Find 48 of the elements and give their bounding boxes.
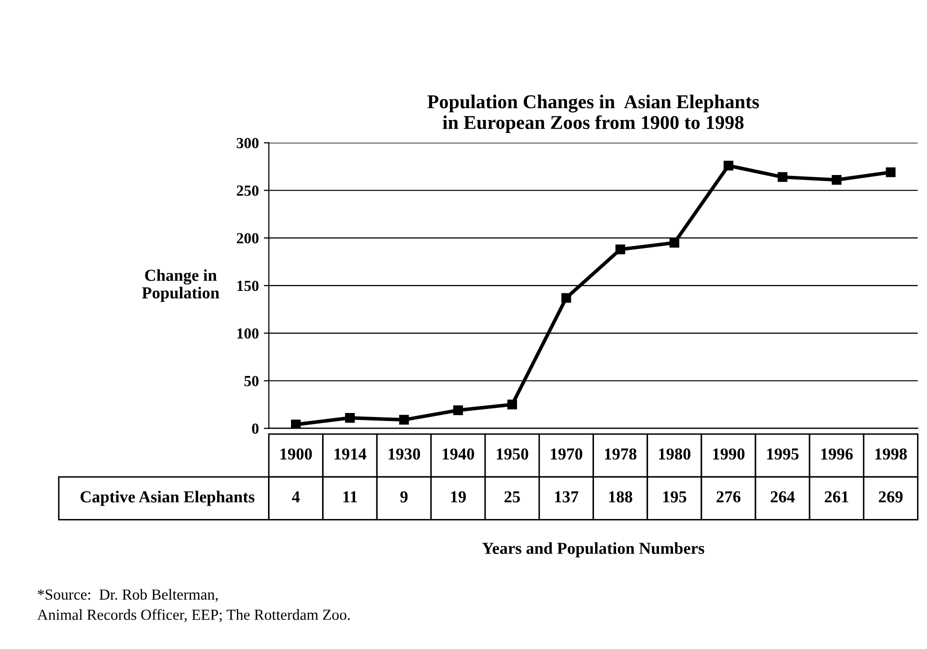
data-label: 25 — [504, 491, 520, 502]
y-tick-label: 150 — [237, 280, 259, 292]
y-tick-label: 100 — [237, 328, 259, 339]
point — [670, 238, 680, 248]
point — [507, 400, 518, 410]
data-label: 276 — [716, 491, 740, 502]
x-tick-label: 1900 — [280, 448, 312, 460]
point — [399, 414, 409, 425]
x-tick-label: 1996 — [821, 448, 853, 460]
data-label: 195 — [663, 491, 686, 502]
x-tick-label: 1978 — [604, 448, 636, 460]
point — [832, 175, 842, 185]
x-tick-label: 1914 — [334, 448, 366, 460]
chart-title: Population Changes in Asian Elephants in European Zoos from 1900 to 1998 — [427, 94, 759, 134]
x-tick-label: 1940 — [442, 448, 474, 460]
x-tick-label: 1980 — [659, 448, 690, 460]
point — [453, 405, 463, 416]
text: Captive Asian Elephants — [80, 490, 254, 506]
point — [561, 293, 572, 303]
data-label: 188 — [609, 491, 632, 502]
y-tick-label: 250 — [236, 186, 259, 196]
text: *Source: Dr. Rob Belterman, Animal Records Officer, EEP; The Rotterdam Zoo. — [37, 588, 350, 622]
data-label: 11 — [343, 491, 357, 502]
point — [886, 167, 896, 178]
y-tick-label: 50 — [244, 376, 259, 386]
x-tick-label: 1998 — [875, 448, 907, 460]
data-label: 137 — [555, 491, 578, 502]
data-label: 269 — [878, 491, 903, 502]
data-label: 19 — [451, 491, 466, 502]
point — [724, 160, 734, 170]
point — [778, 172, 788, 182]
y-tick-label: 300 — [236, 138, 259, 148]
y-tick-label: 200 — [236, 233, 259, 244]
point — [615, 244, 626, 254]
point — [345, 413, 355, 423]
x-tick-label: 1930 — [388, 448, 420, 460]
data-label: 4 — [292, 491, 300, 502]
data-label: 9 — [400, 491, 408, 502]
x-tick-label: 1995 — [767, 448, 799, 460]
y-axis-title: Change in Population — [142, 269, 220, 302]
data-label: 264 — [770, 491, 795, 502]
x-tick-label: 1970 — [550, 448, 582, 460]
y-tick-label: 0 — [252, 423, 259, 434]
x-axis-title: Years and Population Numbers — [482, 542, 704, 558]
x-tick-label: 1950 — [496, 448, 528, 460]
data-label: 261 — [824, 491, 848, 502]
x-tick-label: 1990 — [713, 448, 744, 460]
point — [291, 420, 301, 428]
